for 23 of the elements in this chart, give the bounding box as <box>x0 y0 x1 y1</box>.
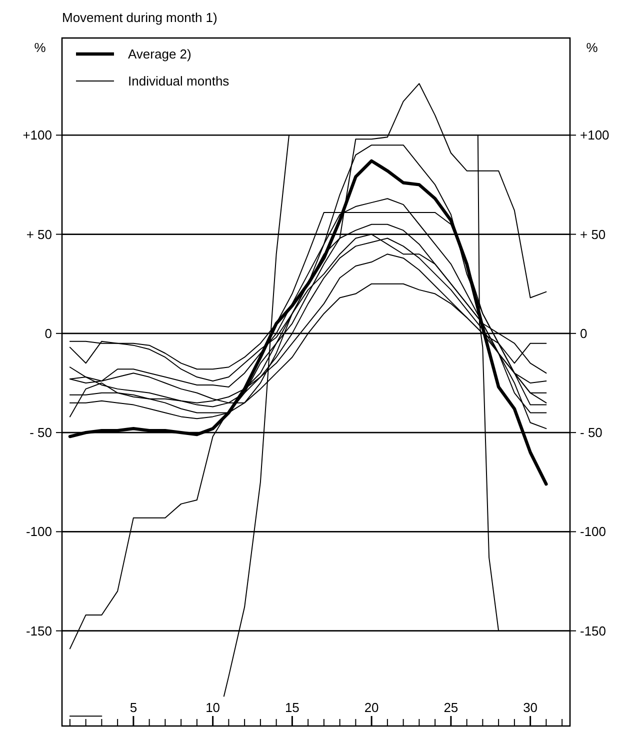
y-tick-label: -100 <box>26 524 52 540</box>
y2-tick-label: 0 <box>580 326 588 341</box>
y2-tick-label: +100 <box>580 128 610 143</box>
y2-tick-label: - 50 <box>580 425 602 440</box>
y2-tick-label: -150 <box>580 623 606 638</box>
x-tick-label: 10 <box>206 700 220 715</box>
legend-label: Average 2) <box>128 46 192 62</box>
y2-tick-label: -100 <box>580 524 606 540</box>
y-tick-label: - 50 <box>30 425 52 440</box>
x-tick-label: 25 <box>444 700 458 715</box>
x-tick-label: 20 <box>364 700 379 715</box>
y-tick-label: 0 <box>44 326 52 341</box>
y-tick-label: + 50 <box>26 226 52 242</box>
legend-label: Individual months <box>128 74 230 89</box>
y2-axis-title: % <box>586 40 598 55</box>
y-axis-title: % <box>34 40 46 55</box>
y-tick-label: +100 <box>22 128 52 143</box>
x-tick-label: 15 <box>284 700 300 715</box>
x-tick-label: 30 <box>523 700 538 715</box>
chart-title: Movement during month 1) <box>62 10 218 25</box>
y-tick-label: -150 <box>26 623 52 638</box>
x-tick-label: 5 <box>130 700 138 715</box>
y2-tick-label: + 50 <box>580 226 606 242</box>
